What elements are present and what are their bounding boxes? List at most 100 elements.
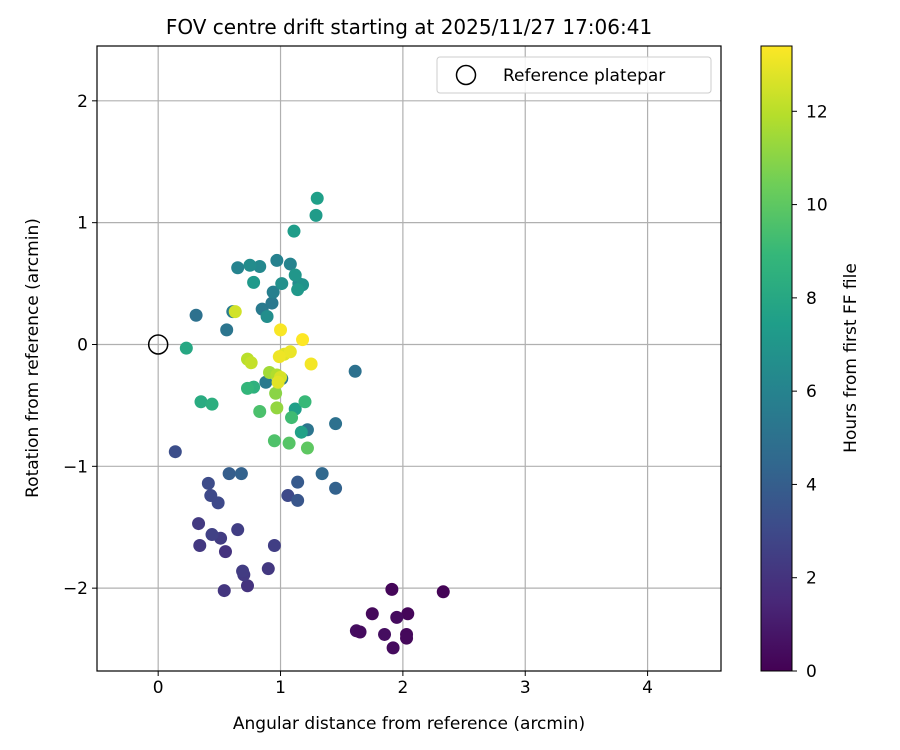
data-point xyxy=(269,386,283,400)
colorbar-tick-label: 4 xyxy=(806,475,817,495)
data-point xyxy=(179,341,193,355)
data-point xyxy=(291,475,305,489)
data-point xyxy=(294,425,308,439)
data-point xyxy=(192,517,206,531)
data-point xyxy=(217,584,231,598)
data-point xyxy=(400,631,414,645)
data-point xyxy=(240,579,254,593)
data-point xyxy=(274,323,288,337)
colorbar-tick-label: 10 xyxy=(806,196,828,216)
data-point xyxy=(236,564,250,578)
data-point xyxy=(193,539,207,553)
scatter-points xyxy=(168,191,450,655)
data-point xyxy=(287,224,301,238)
data-point xyxy=(401,607,415,621)
data-point xyxy=(201,476,215,490)
data-point xyxy=(315,467,329,481)
data-point xyxy=(243,258,257,272)
grid-lines xyxy=(97,46,721,671)
data-point xyxy=(271,375,285,389)
colorbar: 0 2 4 6 8 10 12 Hours from first FF file xyxy=(760,45,861,682)
data-point xyxy=(218,545,232,559)
y-tick-label: 1 xyxy=(77,214,88,234)
data-point xyxy=(378,627,392,641)
legend-box xyxy=(436,56,712,94)
data-point xyxy=(260,309,274,323)
data-point xyxy=(270,401,284,415)
data-point xyxy=(304,357,318,371)
colorbar-tick-label: 12 xyxy=(806,102,828,122)
data-point xyxy=(231,261,245,275)
data-point xyxy=(310,191,324,205)
data-point xyxy=(291,283,305,297)
reference-platepar-marker xyxy=(147,334,169,355)
y-axis-label: Rotation from reference (arcmin) xyxy=(23,218,43,498)
data-point xyxy=(436,585,450,599)
data-point xyxy=(253,260,267,274)
data-point xyxy=(194,395,208,409)
data-point xyxy=(288,268,302,282)
data-point xyxy=(261,562,275,576)
x-tick-label: 0 xyxy=(153,678,164,698)
data-point xyxy=(267,434,281,448)
data-point xyxy=(283,345,297,359)
data-point xyxy=(168,445,182,459)
data-point xyxy=(244,356,258,370)
data-point xyxy=(205,397,219,411)
legend: Reference platepar xyxy=(436,56,712,94)
data-point xyxy=(253,404,267,418)
data-point xyxy=(300,441,314,455)
colorbar-ticks: 0 2 4 6 8 10 12 xyxy=(792,102,828,682)
data-point xyxy=(291,493,305,507)
x-tick-label: 3 xyxy=(520,678,531,698)
x-tick-label: 1 xyxy=(275,678,286,698)
data-point xyxy=(231,523,245,537)
data-point xyxy=(281,489,295,503)
data-point xyxy=(275,277,289,291)
x-tick-label: 4 xyxy=(642,678,653,698)
colorbar-tick-label: 6 xyxy=(806,382,817,402)
data-point xyxy=(348,364,362,378)
y-tick-label: −1 xyxy=(63,457,88,477)
data-point xyxy=(205,528,219,542)
data-point xyxy=(298,395,312,409)
data-point xyxy=(353,625,367,639)
colorbar-scale xyxy=(760,45,793,672)
data-point xyxy=(228,305,242,319)
data-point xyxy=(282,436,296,450)
data-point xyxy=(189,308,203,322)
data-point xyxy=(204,489,218,503)
legend-marker-icon xyxy=(455,64,477,86)
data-point xyxy=(390,610,404,624)
y-tick-label: 0 xyxy=(77,335,88,355)
chart-title: FOV centre drift starting at 2025/11/27 … xyxy=(166,15,652,39)
data-point xyxy=(234,467,248,481)
data-point xyxy=(329,417,343,431)
data-point xyxy=(386,641,400,655)
y-tick-label: −2 xyxy=(63,579,88,599)
colorbar-tick-label: 0 xyxy=(806,662,817,682)
data-point xyxy=(270,253,284,267)
data-point xyxy=(385,582,399,596)
x-axis-ticks: 0 1 2 3 4 xyxy=(153,671,653,698)
colorbar-tick-label: 8 xyxy=(806,289,817,309)
data-point xyxy=(265,296,279,310)
x-axis-label: Angular distance from reference (arcmin) xyxy=(233,714,585,734)
data-point xyxy=(220,323,234,337)
legend-entry-reference-platepar: Reference platepar xyxy=(503,66,665,86)
data-point xyxy=(222,467,236,481)
y-axis-ticks: −2 −1 0 1 2 xyxy=(63,92,97,599)
data-point xyxy=(365,607,379,621)
data-point xyxy=(267,539,281,553)
data-point xyxy=(283,257,297,271)
data-point xyxy=(240,381,254,395)
data-point xyxy=(309,208,323,222)
data-point xyxy=(329,481,343,495)
x-tick-label: 2 xyxy=(397,678,408,698)
data-point xyxy=(266,285,280,299)
colorbar-tick-label: 2 xyxy=(806,569,817,589)
colorbar-label: Hours from first FF file xyxy=(841,263,861,453)
data-point xyxy=(259,375,273,389)
data-point xyxy=(247,275,261,289)
